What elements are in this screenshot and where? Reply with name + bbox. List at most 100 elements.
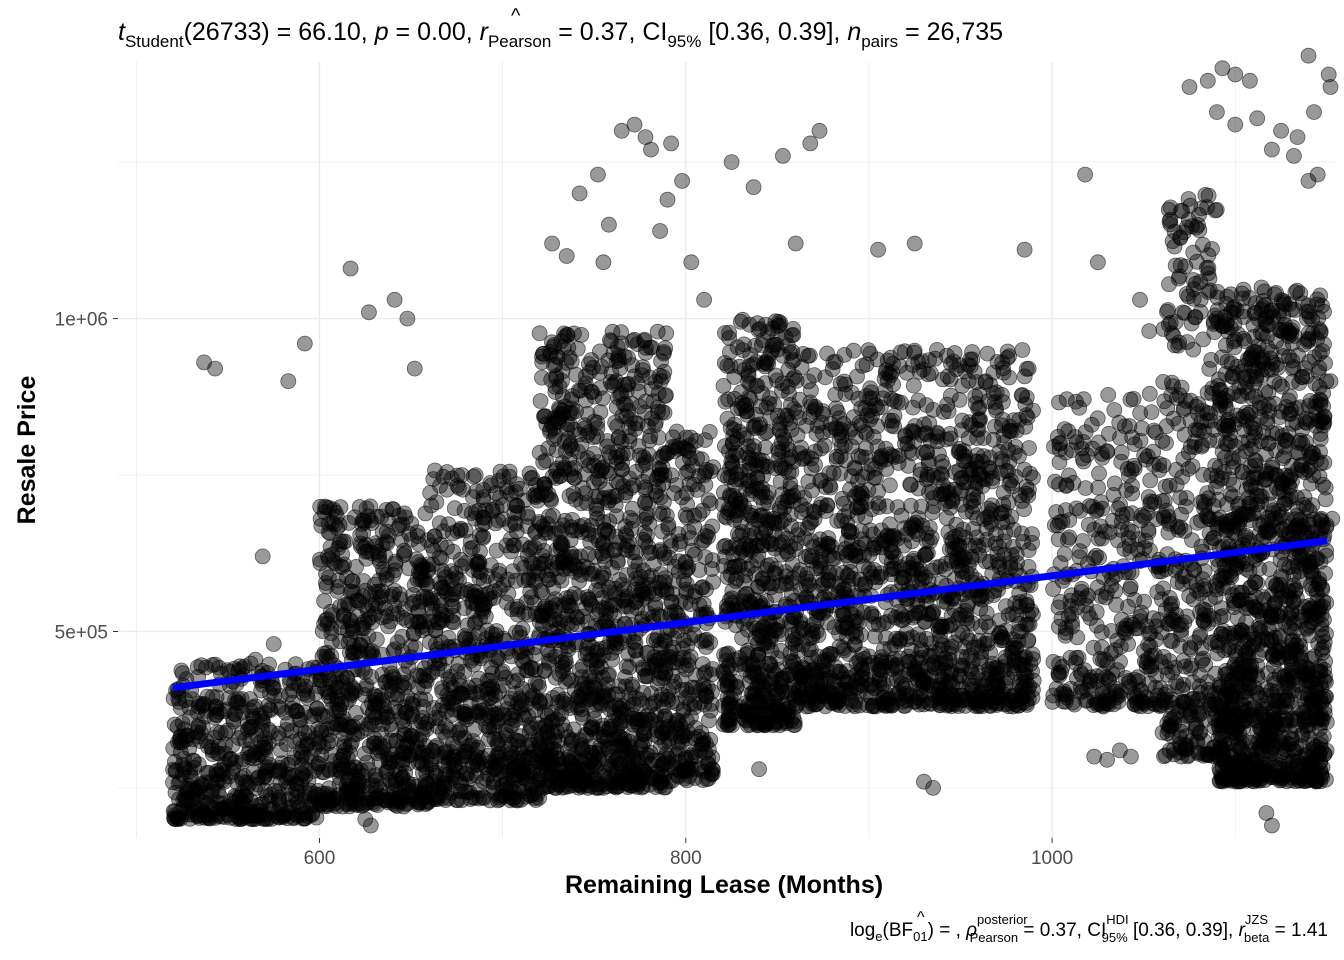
data-point-4566: [951, 391, 968, 408]
data-point-4876: [836, 346, 853, 363]
data-point-1819: [435, 771, 452, 787]
data-point-1055: [315, 738, 332, 755]
data-point-377: [233, 691, 250, 707]
data-point-2855: [573, 495, 590, 512]
data-point-2876: [625, 512, 641, 529]
data-point-2872: [583, 752, 600, 769]
data-point-477: [234, 660, 251, 677]
data-point-86: [270, 725, 287, 742]
data-point-4675: [835, 495, 852, 512]
data-point-395: [174, 757, 191, 773]
data-point-813: [314, 764, 330, 780]
data-point-1798: [451, 572, 467, 589]
data-point-3743: [741, 455, 758, 472]
data-point-1168: [378, 567, 395, 583]
data-point-494: [249, 770, 266, 787]
data-point-506: [289, 808, 306, 824]
data-point-2891: [606, 754, 623, 771]
data-point-3100: [678, 581, 695, 598]
data-point-391: [216, 703, 233, 720]
data-point-1130: [355, 768, 372, 785]
data-point-3168: [661, 773, 678, 790]
data-point-2852: [563, 602, 580, 619]
data-point-1812: [480, 719, 497, 735]
data-point-4219: [822, 479, 839, 496]
data-point-2887: [592, 726, 608, 743]
data-point-1154: [392, 791, 409, 807]
data-point-4497: [804, 482, 820, 499]
data-point-3548: [716, 355, 733, 371]
data-point-331: [166, 716, 183, 733]
data-point-319: [204, 688, 221, 705]
data-point-997: [368, 631, 385, 648]
data-point-3646: [758, 561, 775, 578]
data-point-1767: [465, 656, 482, 673]
data-point-1814: [445, 586, 462, 603]
data-point-510: [280, 791, 297, 808]
data-point-330: [198, 733, 215, 749]
data-point-4586: [821, 465, 838, 482]
data-point-1028: [332, 499, 349, 516]
data-point-2603: [637, 668, 654, 685]
data-point-3725: [785, 326, 802, 343]
data-point-412: [240, 721, 256, 738]
data-point-3140: [693, 534, 710, 551]
data-point-1738: [462, 533, 479, 550]
data-point-4889: [1018, 360, 1035, 377]
data-point-2601: [636, 726, 653, 742]
data-point-3154: [661, 549, 678, 566]
data-point-329: [165, 740, 182, 757]
data-point-2059: [532, 393, 549, 409]
data-point-2839: [609, 774, 626, 791]
data-point-1791: [516, 559, 532, 576]
data-point-1166: [405, 626, 422, 642]
data-point-1796: [427, 710, 444, 726]
data-point-2870: [562, 437, 578, 454]
data-point-1634: [483, 557, 499, 574]
data-point-1729: [422, 592, 439, 609]
data-point-442: [306, 707, 323, 723]
data-point-407: [177, 692, 194, 709]
data-point-2506: [569, 340, 586, 357]
data-point-3739: [719, 597, 735, 614]
data-point-486: [242, 702, 259, 719]
data-point-2808: [547, 611, 564, 628]
data-point-3742: [738, 396, 755, 413]
data-point-1613: [426, 528, 443, 545]
data-point-4841: [817, 369, 834, 386]
data-point-2898: [635, 585, 652, 602]
data-point-2843: [531, 325, 548, 342]
data-point-3151: [698, 664, 714, 681]
data-point-3765: [716, 677, 733, 693]
data-point-1169: [371, 590, 388, 606]
data-point-503: [255, 714, 272, 731]
data-point-3153: [684, 457, 701, 474]
data-point-387: [208, 707, 225, 723]
data-point-2779: [579, 427, 596, 444]
data-point-4579: [869, 351, 886, 368]
data-point-4748: [958, 503, 974, 520]
data-point-1779: [472, 610, 489, 627]
data-point-2861: [547, 648, 564, 665]
data-point-3697: [764, 342, 781, 359]
data-point-2045: [658, 325, 675, 342]
data-point-4216: [960, 430, 977, 447]
data-point-4765: [964, 344, 980, 360]
data-point-3081: [694, 502, 711, 519]
data-point-1113: [412, 691, 429, 707]
data-point-3751: [777, 564, 794, 580]
data-point-3774: [732, 313, 749, 330]
data-point-1758: [468, 703, 485, 720]
data-point-1158: [341, 760, 358, 776]
data-point-2769: [617, 484, 634, 501]
data-point-2971: [663, 467, 680, 484]
data-point-2866: [563, 391, 580, 408]
data-point-2738: [642, 339, 659, 356]
data-points: [165, 47, 1341, 834]
data-point-1747: [488, 652, 505, 669]
data-point-3771: [772, 536, 788, 553]
data-point-333: [171, 791, 187, 808]
data-point-505: [238, 788, 254, 805]
data-point-1794: [487, 759, 504, 776]
data-point-4918: [981, 661, 997, 678]
